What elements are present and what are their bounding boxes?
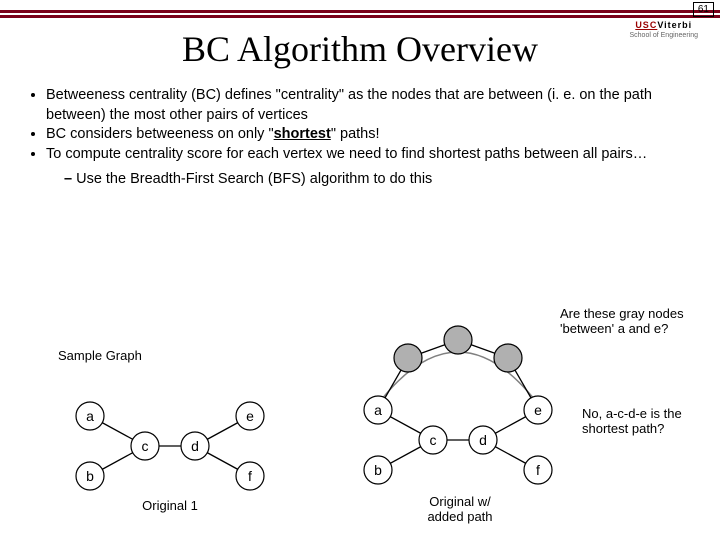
bullet-2: BC considers betweeness on only "shortes… <box>46 125 696 145</box>
bullet-3-sub: Use the Breadth-First Search (BFS) algor… <box>64 170 696 190</box>
svg-text:a: a <box>86 408 94 424</box>
bullet-list: Betweeness centrality (BC) defines "cent… <box>24 86 696 190</box>
node-g2 <box>444 326 472 354</box>
bullet-3: To compute centrality score for each ver… <box>46 145 696 190</box>
svg-text:d: d <box>479 432 487 448</box>
svg-text:d: d <box>191 438 199 454</box>
svg-text:e: e <box>534 402 542 418</box>
svg-text:c: c <box>142 438 149 454</box>
topbar-line-2 <box>0 15 720 18</box>
question-gray-nodes: Are these gray nodes 'between' a and e? <box>560 306 710 336</box>
bullet-1: Betweeness centrality (BC) defines "cent… <box>46 86 696 125</box>
graph2-caption: Original w/ added path <box>390 494 530 524</box>
node-g3 <box>494 344 522 372</box>
graph-original-added: a b c d e f <box>348 320 568 490</box>
svg-text:f: f <box>536 462 540 478</box>
page-title: BC Algorithm Overview <box>0 28 720 70</box>
topbar-line-1 <box>0 10 720 13</box>
svg-text:c: c <box>430 432 437 448</box>
graph-original-1: a b c d e f <box>60 386 280 496</box>
question-shortest-path: No, a-c-d-e is the shortest path? <box>582 406 720 436</box>
svg-text:a: a <box>374 402 382 418</box>
svg-text:f: f <box>248 468 252 484</box>
svg-text:b: b <box>374 462 382 478</box>
sample-graph-label: Sample Graph <box>58 348 142 363</box>
page-number: 61 <box>693 2 714 17</box>
svg-text:e: e <box>246 408 254 424</box>
svg-text:b: b <box>86 468 94 484</box>
node-g1 <box>394 344 422 372</box>
top-bar: 61 <box>0 0 720 22</box>
graph1-caption: Original 1 <box>110 498 230 513</box>
